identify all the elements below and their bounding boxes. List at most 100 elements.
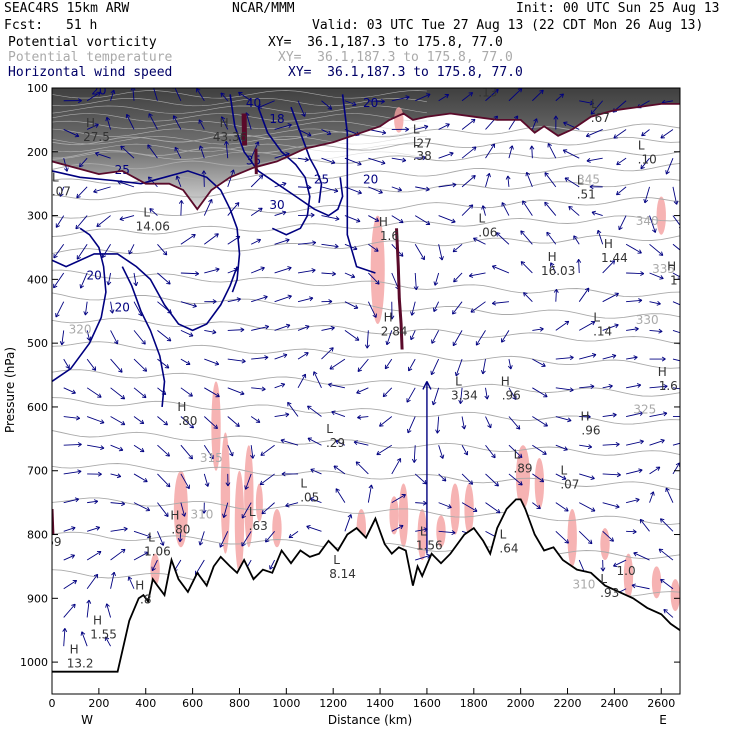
wind-vector-head: [120, 145, 125, 151]
wind-vector: [415, 157, 427, 159]
pv-extremum-value: 1.6: [659, 379, 678, 393]
wind-vector-head: [105, 116, 111, 122]
wind-vector-head: [235, 235, 241, 241]
wind-vector: [631, 584, 650, 590]
wind-vector: [367, 301, 377, 318]
wind-vector: [344, 272, 355, 278]
wind-vector-head: [306, 524, 311, 530]
wind-vector-head: [468, 480, 474, 485]
wind-vector: [106, 117, 112, 130]
wind-vector: [579, 100, 594, 104]
wind-vector-head: [280, 438, 285, 444]
wind-vector: [640, 157, 650, 170]
wind-vector: [522, 200, 533, 216]
wind-vector-head: [659, 275, 664, 280]
wind-vector: [220, 92, 229, 102]
wind-vector-head: [536, 504, 541, 510]
wind-vector-head: [74, 497, 80, 503]
theta-contour: [52, 150, 680, 170]
wind-vector-head: [494, 88, 499, 94]
wind-vector-head: [212, 329, 217, 335]
pv-extremum-value: .38: [413, 149, 432, 163]
pv-extremum-value: .89: [513, 462, 532, 476]
wind-vector: [53, 244, 65, 259]
wind-speed-contour: [121, 266, 166, 407]
x-tick-label: 200: [88, 697, 109, 710]
wind-vector-head: [97, 471, 102, 477]
pv-extremum-kind: H: [548, 250, 557, 264]
wind-vector-head: [188, 332, 194, 337]
wind-vector: [461, 473, 473, 485]
wind-vector-head: [311, 268, 316, 273]
wind-vector: [455, 358, 463, 377]
wind-vector: [86, 599, 90, 618]
wind-vector: [106, 603, 112, 618]
wind-vector: [613, 129, 627, 139]
wind-vector-head: [96, 222, 101, 228]
wind-vector: [63, 527, 76, 532]
wind-vector-head: [561, 475, 567, 480]
pv-extremum-value: 43.36: [213, 130, 247, 144]
pv-extremum-kind: L: [591, 97, 598, 111]
wind-vector: [344, 301, 359, 309]
x-tick-label: 2200: [554, 697, 582, 710]
wind-vector: [485, 387, 488, 400]
wind-vector-head: [287, 266, 292, 271]
wind-vector: [452, 243, 463, 253]
wind-vector-head: [381, 130, 387, 135]
wind-vector: [344, 243, 358, 250]
wind-vector: [461, 416, 465, 430]
wind-vector: [555, 531, 569, 544]
wind-vector-head: [618, 225, 623, 231]
wind-vector-head: [368, 484, 374, 489]
wind-vector: [148, 176, 158, 188]
wind-vector: [546, 231, 557, 245]
wind-vector: [485, 502, 501, 514]
theta-contour: [52, 178, 680, 201]
wind-vector: [257, 100, 275, 109]
wind-vector: [665, 487, 674, 503]
wind-vector: [250, 174, 264, 188]
wind-vector: [579, 473, 595, 480]
wind-vector: [414, 215, 431, 225]
pv-extremum-kind: L: [593, 311, 600, 325]
wind-vector: [626, 328, 639, 331]
wind-vector-head: [553, 288, 559, 293]
wind-vector-head: [410, 335, 415, 341]
wind-vector-head: [331, 410, 336, 416]
wind-vector-head: [353, 304, 359, 309]
wind-vector-head: [308, 296, 314, 302]
wind-vector-head: [76, 193, 81, 199]
wind-vector-head: [77, 442, 82, 447]
wind-vector: [110, 358, 123, 373]
wind-vector-head: [161, 390, 167, 395]
wind-vector-head: [451, 218, 456, 224]
wind-vector-head: [285, 238, 290, 243]
wind-vector-head: [686, 388, 690, 392]
pv-extremum-value: .07: [560, 478, 579, 492]
wind-vector: [321, 272, 336, 275]
wind-vector-head: [287, 401, 292, 407]
wind-vector: [199, 531, 205, 546]
wind-vector-head: [142, 367, 148, 372]
wind-vector: [153, 88, 158, 101]
wind-vector: [368, 100, 385, 102]
wind-vector-head: [615, 503, 620, 509]
theta-label: 335: [652, 262, 675, 276]
wind-vector-head: [639, 439, 644, 445]
wind-vector-head: [261, 509, 266, 515]
wind-vector-head: [517, 88, 523, 93]
wind-vector-head: [613, 134, 618, 139]
wind-vector-head: [611, 353, 617, 359]
wind-vector-head: [564, 507, 569, 512]
wind-vector-head: [357, 414, 362, 420]
wind-vector-head: [451, 530, 456, 536]
wind-vector: [63, 628, 66, 647]
wind-vector-head: [401, 157, 407, 163]
wind-vector: [344, 330, 360, 341]
wind-vector: [501, 330, 510, 343]
pv-streak: [52, 151, 427, 160]
wind-vector: [639, 519, 650, 532]
wind-vector-head: [439, 256, 444, 261]
wind-vector: [431, 330, 440, 344]
